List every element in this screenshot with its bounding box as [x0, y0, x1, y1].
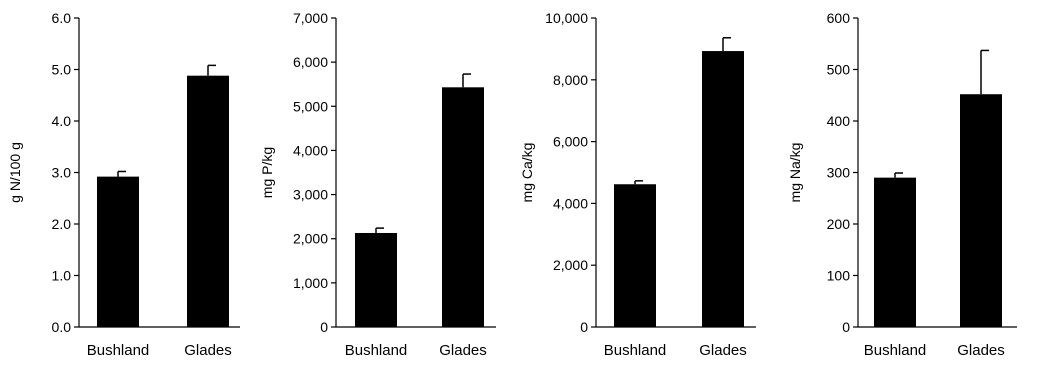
x-tick-label: Bushland: [87, 342, 150, 359]
y-tick-label: 7,000: [293, 10, 328, 26]
y-tick-label: 6.0: [52, 10, 72, 26]
y-tick-label: 300: [827, 165, 851, 181]
y-tick-label: 2,000: [293, 231, 328, 247]
x-tick-label: Bushland: [864, 342, 927, 359]
y-tick-label: 6,000: [553, 134, 588, 150]
y-tick-label: 10,000: [545, 10, 588, 26]
y-tick-label: 3.0: [52, 165, 72, 181]
y-axis-label-3: mg Ca/kg: [519, 143, 535, 203]
y-axis-label-2: mg P/kg: [259, 147, 275, 198]
y-tick-label: 4,000: [553, 195, 588, 211]
y-tick-label: 2.0: [52, 216, 72, 232]
x-tick-label: Glades: [184, 342, 232, 359]
bar-2-glades: [442, 87, 484, 327]
y-tick-label: 1,000: [293, 275, 328, 291]
y-tick-label: 4.0: [52, 113, 72, 129]
y-tick-label: 100: [827, 268, 851, 284]
y-tick-label: 0.0: [52, 319, 72, 335]
y-axis-label-4: mg Na/kg: [787, 143, 803, 203]
y-tick-label: 5.0: [52, 62, 72, 78]
y-tick-label: 5,000: [293, 98, 328, 114]
y-tick-label: 8,000: [553, 72, 588, 88]
bar-2-bushland: [355, 232, 397, 327]
y-tick-label: 600: [827, 10, 851, 26]
y-tick-label: 0: [580, 319, 588, 335]
x-tick-label: Bushland: [345, 342, 408, 359]
y-axis-label-1: g N/100 g: [7, 142, 23, 203]
y-tick-label: 400: [827, 113, 851, 129]
y-tick-label: 0: [320, 319, 328, 335]
x-tick-label: Glades: [439, 342, 487, 359]
y-tick-label: 200: [827, 216, 851, 232]
x-tick-label: Glades: [957, 342, 1005, 359]
bar-4-glades: [960, 94, 1002, 327]
bar-4-bushland: [874, 177, 916, 327]
x-tick-label: Bushland: [604, 342, 667, 359]
y-tick-label: 1.0: [52, 268, 72, 284]
x-tick-label: Glades: [699, 342, 747, 359]
y-tick-label: 0: [842, 319, 850, 335]
bar-3-bushland: [614, 184, 656, 327]
y-tick-label: 6,000: [293, 54, 328, 70]
bar-3-glades: [702, 51, 744, 328]
y-tick-label: 4,000: [293, 142, 328, 158]
y-tick-label: 3,000: [293, 187, 328, 203]
bar-1-glades: [187, 75, 229, 328]
y-tick-label: 2,000: [553, 257, 588, 273]
y-tick-label: 500: [827, 62, 851, 78]
bar-1-bushland: [97, 176, 139, 327]
